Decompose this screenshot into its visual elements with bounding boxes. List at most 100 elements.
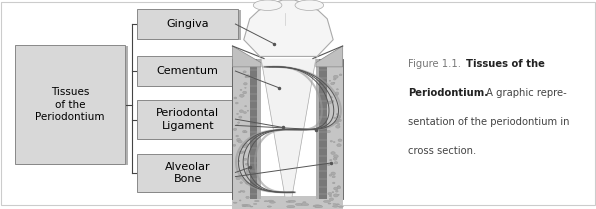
- Ellipse shape: [328, 164, 330, 166]
- Ellipse shape: [242, 206, 246, 207]
- FancyBboxPatch shape: [15, 45, 125, 164]
- Ellipse shape: [334, 162, 338, 164]
- Ellipse shape: [333, 158, 337, 160]
- Ellipse shape: [244, 87, 246, 88]
- Ellipse shape: [245, 76, 247, 77]
- Ellipse shape: [268, 200, 274, 202]
- Ellipse shape: [246, 169, 250, 171]
- Ellipse shape: [334, 187, 338, 190]
- Ellipse shape: [235, 102, 238, 104]
- Ellipse shape: [239, 151, 243, 154]
- Ellipse shape: [333, 75, 338, 78]
- Ellipse shape: [287, 205, 295, 208]
- FancyBboxPatch shape: [140, 155, 241, 193]
- Ellipse shape: [247, 110, 249, 111]
- Ellipse shape: [332, 192, 334, 193]
- Ellipse shape: [250, 206, 253, 207]
- Ellipse shape: [328, 203, 331, 204]
- Ellipse shape: [240, 190, 243, 192]
- Ellipse shape: [239, 200, 241, 201]
- Ellipse shape: [288, 200, 296, 203]
- Text: Figure 1.1.: Figure 1.1.: [408, 59, 464, 69]
- FancyBboxPatch shape: [319, 59, 327, 199]
- Ellipse shape: [254, 200, 259, 202]
- Ellipse shape: [296, 203, 303, 205]
- Ellipse shape: [233, 144, 236, 146]
- Ellipse shape: [253, 0, 282, 10]
- Polygon shape: [232, 59, 250, 199]
- Polygon shape: [232, 46, 261, 67]
- Ellipse shape: [338, 194, 339, 195]
- Ellipse shape: [315, 205, 322, 208]
- FancyBboxPatch shape: [140, 101, 241, 140]
- Ellipse shape: [240, 94, 244, 97]
- Polygon shape: [244, 0, 333, 56]
- Ellipse shape: [234, 97, 237, 99]
- Ellipse shape: [302, 204, 309, 206]
- Text: Alveolar
Bone: Alveolar Bone: [165, 162, 210, 184]
- Text: Periodontium.: Periodontium.: [408, 88, 488, 98]
- Ellipse shape: [246, 172, 249, 173]
- Ellipse shape: [337, 119, 342, 122]
- Ellipse shape: [267, 206, 271, 207]
- Ellipse shape: [237, 140, 240, 142]
- Ellipse shape: [337, 144, 341, 147]
- Ellipse shape: [328, 192, 332, 195]
- Ellipse shape: [244, 112, 247, 113]
- Ellipse shape: [336, 89, 339, 90]
- Ellipse shape: [333, 205, 339, 207]
- Ellipse shape: [269, 201, 275, 203]
- Ellipse shape: [336, 113, 339, 115]
- Ellipse shape: [237, 113, 238, 115]
- Ellipse shape: [233, 202, 237, 203]
- Ellipse shape: [236, 135, 238, 137]
- Ellipse shape: [336, 204, 340, 205]
- Text: Periodontal
Ligament: Periodontal Ligament: [156, 108, 219, 131]
- Ellipse shape: [246, 174, 249, 176]
- Ellipse shape: [245, 76, 247, 78]
- Ellipse shape: [313, 205, 321, 207]
- Ellipse shape: [243, 130, 246, 133]
- Ellipse shape: [324, 200, 330, 203]
- Ellipse shape: [246, 182, 249, 184]
- Ellipse shape: [336, 190, 338, 192]
- Ellipse shape: [333, 194, 338, 197]
- Ellipse shape: [236, 177, 240, 180]
- FancyBboxPatch shape: [137, 154, 238, 192]
- Text: Tissues
of the
Periodontium: Tissues of the Periodontium: [35, 87, 105, 122]
- Ellipse shape: [330, 198, 334, 201]
- Ellipse shape: [329, 175, 332, 176]
- Ellipse shape: [243, 71, 246, 73]
- Ellipse shape: [295, 0, 324, 10]
- Ellipse shape: [240, 89, 242, 90]
- Ellipse shape: [243, 191, 245, 192]
- Ellipse shape: [330, 159, 332, 161]
- Ellipse shape: [336, 125, 340, 128]
- Ellipse shape: [238, 140, 242, 143]
- FancyBboxPatch shape: [316, 59, 319, 199]
- Ellipse shape: [331, 100, 334, 102]
- Ellipse shape: [327, 101, 331, 104]
- Ellipse shape: [253, 203, 257, 204]
- Ellipse shape: [331, 152, 335, 154]
- Ellipse shape: [333, 141, 335, 143]
- Text: cross section.: cross section.: [408, 146, 477, 156]
- FancyBboxPatch shape: [250, 59, 257, 199]
- FancyBboxPatch shape: [137, 9, 238, 39]
- Ellipse shape: [335, 92, 339, 94]
- Text: Gingiva: Gingiva: [166, 19, 209, 29]
- Ellipse shape: [238, 122, 240, 123]
- Polygon shape: [261, 59, 316, 196]
- Ellipse shape: [333, 82, 335, 83]
- Ellipse shape: [243, 205, 250, 207]
- Ellipse shape: [239, 116, 242, 118]
- Ellipse shape: [337, 186, 341, 189]
- Ellipse shape: [333, 78, 336, 80]
- Ellipse shape: [237, 138, 241, 141]
- Ellipse shape: [327, 130, 331, 133]
- Ellipse shape: [245, 106, 247, 107]
- Ellipse shape: [331, 172, 336, 175]
- Ellipse shape: [245, 163, 249, 165]
- Ellipse shape: [238, 161, 240, 162]
- Text: Tissues of the: Tissues of the: [466, 59, 545, 69]
